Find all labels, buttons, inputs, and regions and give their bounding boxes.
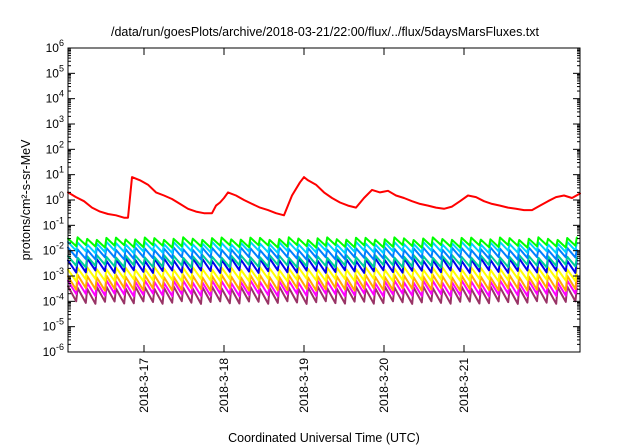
y-tick-label: 10-6 xyxy=(43,342,64,359)
y-tick-label: 10-2 xyxy=(43,241,64,258)
series-line-0 xyxy=(67,176,581,219)
series-line-4 xyxy=(67,254,578,269)
y-tick-label: 10-4 xyxy=(43,291,64,308)
y-tick-label: 10-3 xyxy=(43,266,64,283)
x-tick-label: 2018-3-20 xyxy=(377,358,391,413)
y-tick-label: 100 xyxy=(46,190,64,207)
y-tick-label: 105 xyxy=(46,63,64,80)
series-layer xyxy=(67,176,581,305)
series-line-3 xyxy=(67,246,578,261)
x-axis: 2018-3-17 2018-3-18 2018-3-19 2018-3-20 2018… xyxy=(137,48,471,413)
series-line-1 xyxy=(67,236,578,249)
y-tick-label: 101 xyxy=(46,165,64,182)
y-axis-label: protons/cm²-s-sr-MeV xyxy=(19,139,33,261)
y-tick-label: 10-1 xyxy=(43,215,64,232)
y-tick-label: 102 xyxy=(46,139,64,156)
series-line-2 xyxy=(67,240,578,255)
plot-frame xyxy=(67,47,581,353)
y-axis: 106 105 104 103 102 101 100 10-1 10-2 10-3 10-4 10-… xyxy=(43,38,580,359)
x-tick-label: 2018-3-17 xyxy=(137,358,151,413)
x-tick-label: 2018-3-18 xyxy=(217,358,231,413)
y-tick-label: 104 xyxy=(46,89,64,106)
x-tick-label: 2018-3-21 xyxy=(457,358,471,413)
y-tick-label: 10-5 xyxy=(43,317,64,334)
y-tick-label: 103 xyxy=(46,114,64,131)
x-tick-label: 2018-3-19 xyxy=(297,358,311,413)
y-tick-label: 106 xyxy=(46,38,64,55)
chart-title: /data/run/goesPlots/archive/2018-03-21/2… xyxy=(111,25,540,39)
x-axis-label: Coordinated Universal Time (UTC) xyxy=(228,431,420,445)
